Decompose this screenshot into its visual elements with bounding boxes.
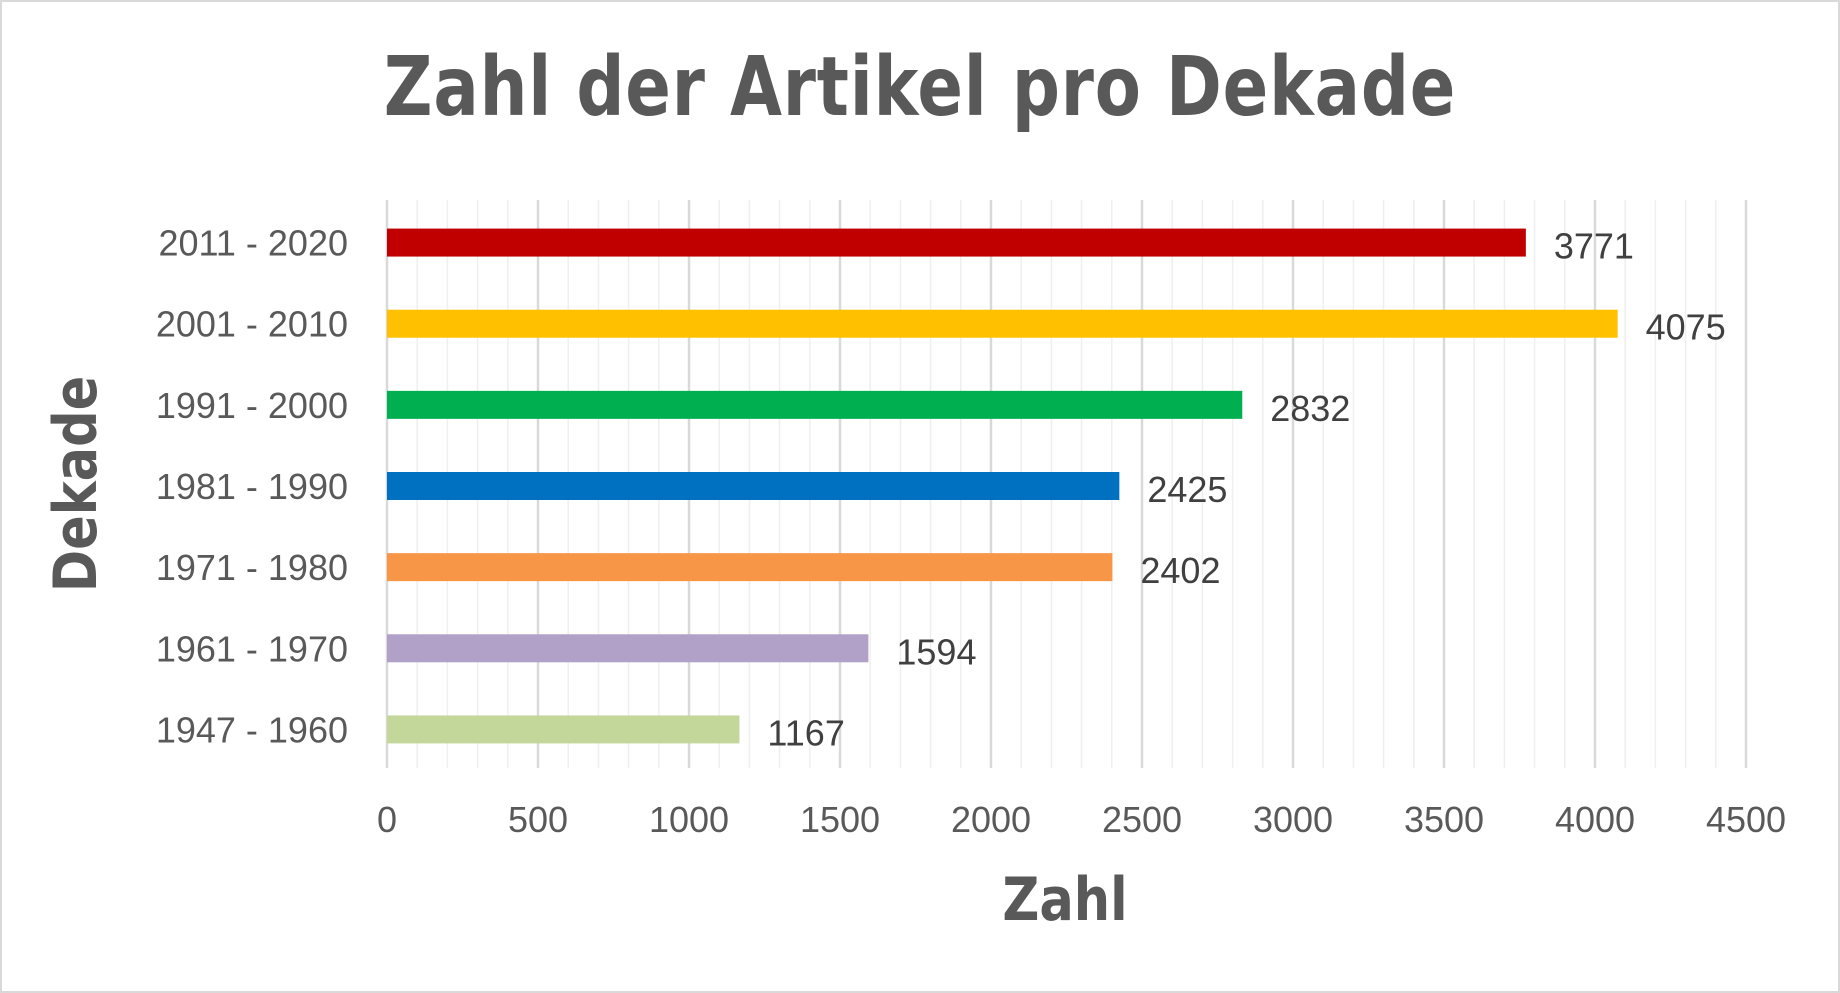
x-tick-label: 3500 xyxy=(1404,799,1484,840)
x-tick-label: 1500 xyxy=(800,799,880,840)
y-tick-label: 2011 - 2020 xyxy=(159,223,349,264)
x-tick-label: 4500 xyxy=(1706,799,1786,840)
x-tick-label: 3000 xyxy=(1253,799,1333,840)
data-label: 2402 xyxy=(1140,550,1220,591)
bar xyxy=(387,309,1618,338)
data-label: 1167 xyxy=(767,712,844,753)
data-label: 3771 xyxy=(1554,226,1634,267)
x-tick-label: 0 xyxy=(377,799,397,840)
data-labels: 3771 4075 2832 2425 2402 1594 1167 xyxy=(767,226,1725,754)
x-tick-label: 2500 xyxy=(1102,799,1182,840)
bar xyxy=(387,228,1526,257)
y-tick-label: 1947 - 1960 xyxy=(156,709,348,750)
y-tick-label: 1961 - 1970 xyxy=(156,628,348,669)
bar xyxy=(387,553,1113,582)
bars xyxy=(387,228,1618,744)
chart-title: Zahl der Artikel pro Dekade xyxy=(383,40,1457,135)
x-tick-label: 1000 xyxy=(649,799,729,840)
bar xyxy=(387,715,740,744)
x-tick-label: 500 xyxy=(508,799,568,840)
y-tick-label: 1981 - 1990 xyxy=(156,466,348,507)
y-axis-title: Dekade xyxy=(41,376,111,592)
bar xyxy=(387,472,1120,500)
y-tick-label: 1971 - 1980 xyxy=(156,547,348,588)
x-axis-title: Zahl xyxy=(1002,865,1127,935)
x-tick-label: 4000 xyxy=(1555,799,1635,840)
bar xyxy=(387,390,1243,419)
x-tick-label: 2000 xyxy=(951,799,1031,840)
y-tick-labels: 2011 - 2020 2001 - 2010 1991 - 2000 1981 - … xyxy=(156,223,348,751)
data-label: 1594 xyxy=(896,631,976,672)
data-label: 2832 xyxy=(1270,388,1350,429)
x-tick-labels: 0 500 1000 1500 2000 2500 3000 3500 4000 4500 xyxy=(377,799,1786,840)
data-label: 4075 xyxy=(1646,307,1726,348)
y-tick-label: 2001 - 2010 xyxy=(156,304,348,345)
y-tick-label: 1991 - 2000 xyxy=(156,385,348,426)
data-label: 2425 xyxy=(1147,469,1227,510)
bar xyxy=(387,634,869,663)
